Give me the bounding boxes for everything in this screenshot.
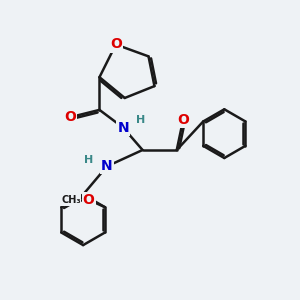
Text: H: H (136, 115, 146, 125)
Text: O: O (110, 38, 122, 52)
Text: N: N (117, 121, 129, 135)
Text: H: H (84, 155, 94, 165)
Text: O: O (83, 193, 94, 207)
Text: O: O (64, 110, 76, 124)
Text: O: O (177, 113, 189, 127)
Text: N: N (101, 159, 113, 173)
Text: CH₃: CH₃ (61, 195, 81, 205)
